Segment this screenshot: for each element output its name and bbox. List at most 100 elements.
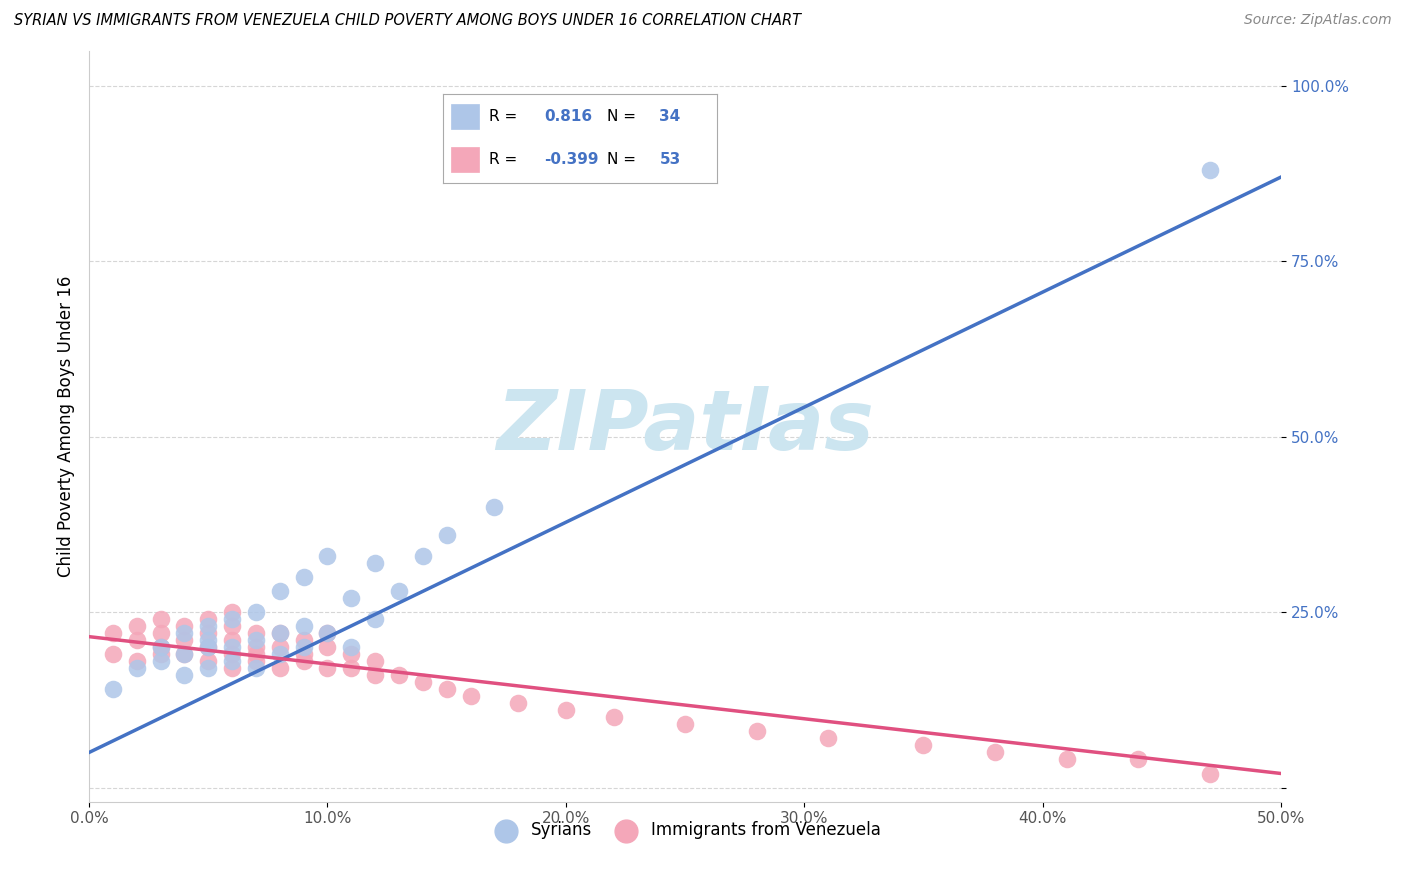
Point (316, 640, 339, 655)
Point (745, 724, 768, 739)
Point (269, 626, 291, 640)
Point (245, 654, 267, 668)
Point (221, 633, 243, 648)
Point (149, 654, 172, 668)
Point (1198, 163, 1220, 178)
Text: Source: ZipAtlas.com: Source: ZipAtlas.com (1244, 13, 1392, 28)
FancyBboxPatch shape (451, 147, 478, 172)
Legend: Syrians, Immigrants from Venezuela: Syrians, Immigrants from Venezuela (482, 814, 887, 846)
Point (412, 549, 434, 563)
Point (984, 746, 1007, 760)
Text: R =: R = (489, 110, 523, 124)
Point (149, 626, 172, 640)
Point (221, 654, 243, 668)
Point (173, 668, 195, 682)
Point (484, 500, 506, 514)
Point (197, 626, 219, 640)
Point (912, 739, 935, 753)
Text: 0.816: 0.816 (544, 110, 592, 124)
Point (364, 654, 387, 668)
Point (221, 661, 243, 675)
Point (149, 640, 172, 655)
Point (316, 626, 339, 640)
Text: ZIPatlas: ZIPatlas (496, 385, 875, 467)
Point (388, 584, 411, 599)
Point (101, 626, 124, 640)
Text: R =: R = (489, 153, 523, 167)
Point (173, 626, 195, 640)
Point (245, 661, 267, 675)
Point (221, 640, 243, 655)
Point (412, 675, 434, 690)
Point (364, 556, 387, 570)
Point (340, 640, 363, 655)
Text: 53: 53 (659, 153, 681, 167)
Point (292, 647, 315, 661)
Text: SYRIAN VS IMMIGRANTS FROM VENEZUELA CHILD POVERTY AMONG BOYS UNDER 16 CORRELATIO: SYRIAN VS IMMIGRANTS FROM VENEZUELA CHIL… (14, 13, 801, 29)
Point (269, 640, 291, 655)
Point (125, 661, 148, 675)
Point (673, 717, 696, 731)
Point (316, 661, 339, 675)
Point (245, 633, 267, 648)
Point (436, 528, 458, 542)
Point (340, 591, 363, 605)
Point (269, 647, 291, 661)
Point (149, 612, 172, 626)
Point (173, 647, 195, 661)
Point (197, 661, 219, 675)
Point (1056, 752, 1078, 766)
Point (364, 612, 387, 626)
Point (173, 647, 195, 661)
Point (269, 661, 291, 675)
Point (1198, 766, 1220, 780)
Point (460, 690, 482, 704)
Point (292, 640, 315, 655)
Point (149, 647, 172, 661)
Text: 34: 34 (659, 110, 681, 124)
Point (221, 612, 243, 626)
Point (1126, 752, 1149, 766)
Point (125, 619, 148, 633)
Point (436, 682, 458, 697)
Point (125, 633, 148, 648)
Point (221, 647, 243, 661)
Point (101, 682, 124, 697)
Point (269, 626, 291, 640)
FancyBboxPatch shape (451, 104, 478, 129)
Text: N =: N = (607, 153, 641, 167)
Point (197, 640, 219, 655)
Point (245, 626, 267, 640)
Point (221, 605, 243, 619)
Point (125, 654, 148, 668)
Point (316, 549, 339, 563)
Point (197, 640, 219, 655)
Point (340, 661, 363, 675)
Point (364, 668, 387, 682)
Point (316, 626, 339, 640)
Point (245, 640, 267, 655)
Point (269, 584, 291, 599)
Point (245, 605, 267, 619)
Y-axis label: Child Poverty Among Boys Under 16: Child Poverty Among Boys Under 16 (58, 276, 75, 577)
Text: N =: N = (607, 110, 641, 124)
Point (388, 668, 411, 682)
Point (292, 570, 315, 584)
Point (197, 654, 219, 668)
Point (602, 710, 624, 724)
Point (508, 696, 530, 710)
Point (149, 640, 172, 655)
Point (817, 731, 839, 746)
Point (292, 619, 315, 633)
Point (340, 647, 363, 661)
Point (173, 619, 195, 633)
Point (197, 633, 219, 648)
Point (221, 619, 243, 633)
Text: -0.399: -0.399 (544, 153, 599, 167)
Point (245, 647, 267, 661)
Point (101, 647, 124, 661)
Point (173, 633, 195, 648)
Point (197, 612, 219, 626)
Point (197, 619, 219, 633)
Point (292, 633, 315, 648)
